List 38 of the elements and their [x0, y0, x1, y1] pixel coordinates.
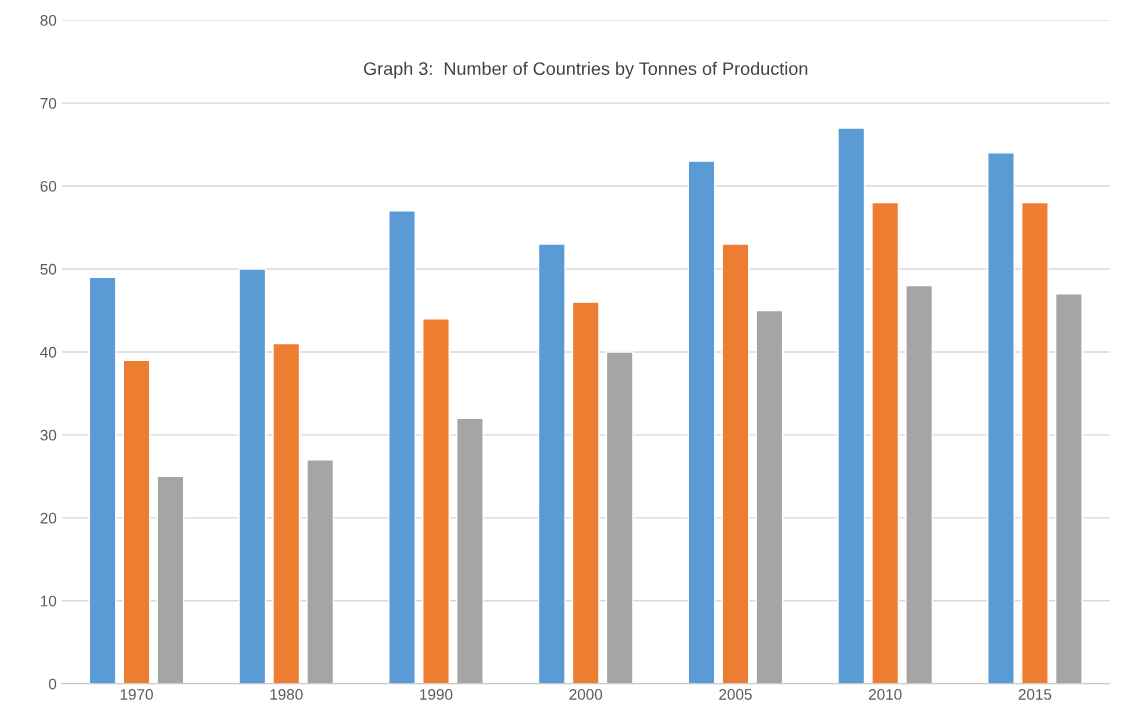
bar	[687, 160, 716, 684]
bar	[455, 417, 484, 684]
bar	[755, 309, 784, 684]
bar	[1020, 201, 1049, 684]
x-tick-label: 1990	[420, 689, 453, 700]
x-tick-label: 1980	[270, 689, 303, 700]
y-tick-label: 60	[40, 180, 57, 192]
text: Graph 3: Number of Countries by Tonnes of Production	[364, 61, 808, 79]
bar	[88, 276, 117, 684]
y-tick-label: 70	[40, 97, 57, 109]
bar	[605, 351, 634, 684]
bar	[156, 475, 185, 684]
bar	[122, 359, 151, 684]
bar	[422, 318, 450, 684]
y-tick-label: 0	[48, 678, 57, 690]
bar	[272, 342, 301, 684]
y-tick-label: 20	[40, 512, 57, 524]
y-tick-label: 80	[40, 15, 57, 26]
bar	[871, 201, 900, 684]
x-tick-label: 2000	[569, 689, 603, 700]
bar	[388, 210, 416, 684]
x-tick-label: 2005	[719, 689, 752, 700]
x-tick-label: 2015	[1018, 689, 1052, 700]
bar	[537, 243, 566, 684]
y-tick-label: 50	[40, 263, 57, 275]
bar	[721, 243, 750, 684]
bar	[1054, 293, 1083, 684]
bar	[905, 284, 934, 684]
x-tick-label: 2010	[868, 689, 902, 700]
y-tick-label: 30	[40, 429, 57, 441]
bar	[837, 127, 866, 684]
x-tick-label: 1970	[120, 689, 153, 700]
bar	[571, 301, 600, 684]
bar	[238, 268, 267, 684]
bar	[306, 459, 335, 684]
bar	[987, 152, 1015, 684]
y-tick-label: 10	[40, 595, 57, 607]
y-tick-label: 40	[40, 346, 57, 358]
